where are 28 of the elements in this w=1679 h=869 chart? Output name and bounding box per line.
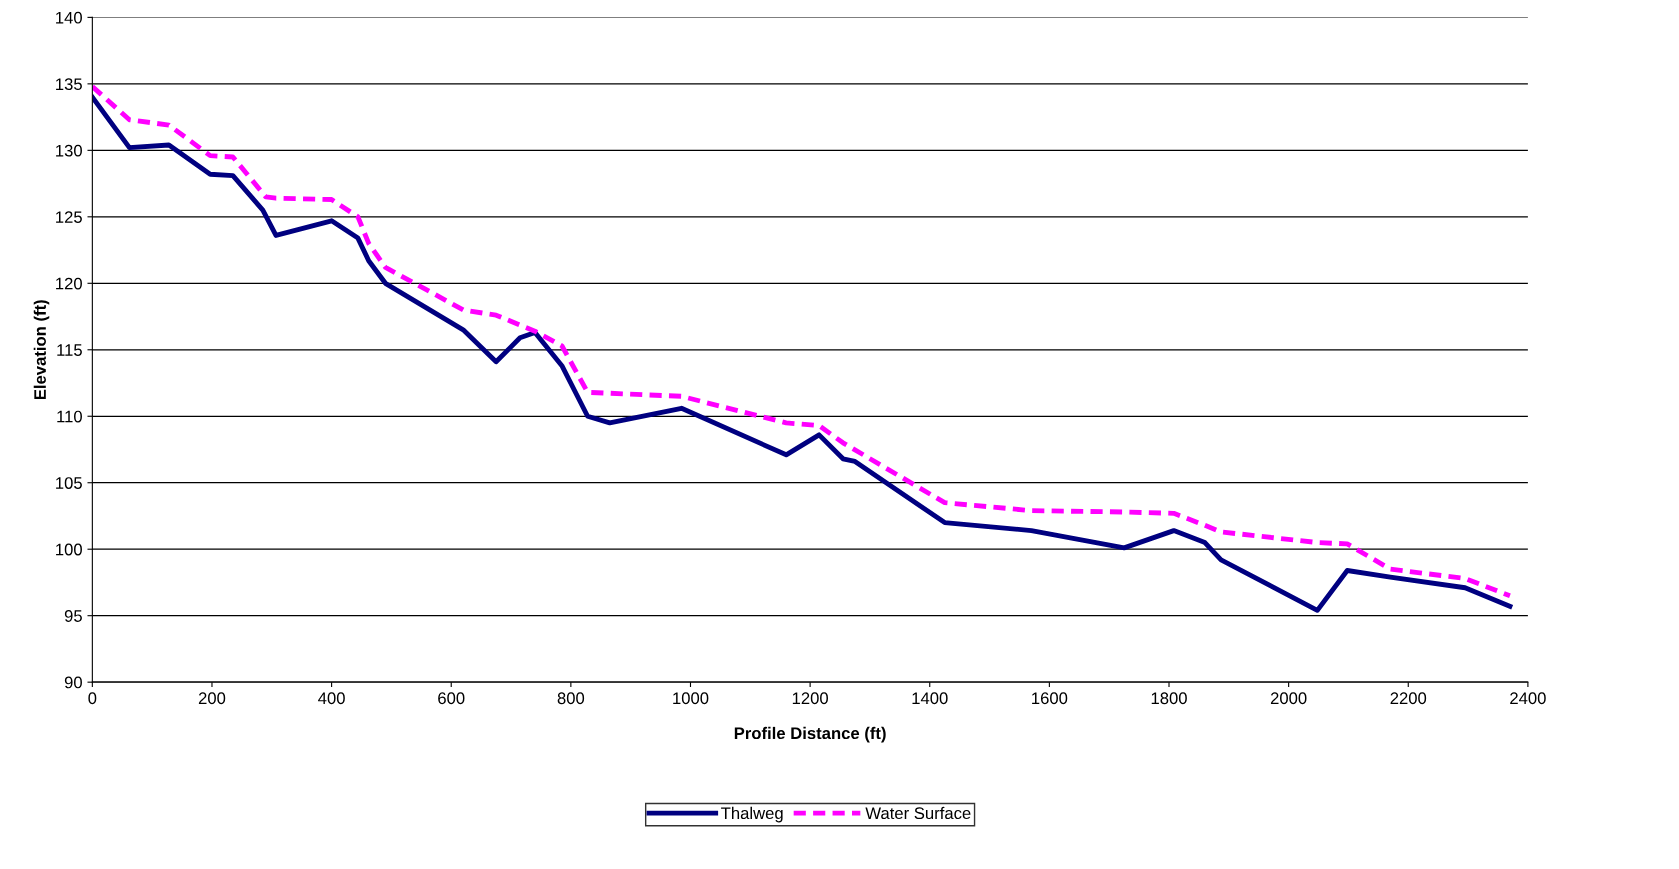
y-tick-label: 95 [64, 610, 82, 622]
legend-label: Thalweg [721, 806, 783, 823]
y-tick-label: 135 [56, 78, 82, 91]
x-tick-label: 1000 [673, 692, 709, 705]
x-tick-label: 1400 [912, 692, 948, 705]
x-tick-label: 600 [438, 692, 465, 705]
x-tick-label: 2200 [1390, 692, 1427, 705]
x-tick-label: 400 [318, 692, 345, 705]
x-tick-label: 2000 [1270, 692, 1307, 705]
y-tick-label: 115 [57, 344, 82, 356]
y-tick-label: 100 [56, 543, 82, 556]
x-axis-title: Profile Distance (ft) [734, 726, 886, 743]
x-tick-label: 1200 [792, 692, 829, 705]
y-tick-label: 105 [56, 477, 82, 489]
x-tick-label: 1800 [1151, 692, 1187, 705]
legend-label: Water Surface [865, 806, 971, 820]
x-tick-label: 200 [198, 692, 226, 705]
y-tick-label: 140 [56, 11, 82, 24]
y-axis-title: Elevation (ft) [33, 300, 50, 400]
x-tick-label: 1600 [1032, 692, 1068, 705]
x-tick-label: 800 [557, 692, 585, 705]
y-tick-label: 130 [56, 144, 82, 157]
y-tick-label: 125 [56, 211, 82, 224]
y-tick-label: 110 [57, 410, 82, 423]
y-tick-label: 90 [64, 676, 82, 689]
x-tick-label: 0 [88, 692, 97, 705]
y-tick-label: 120 [56, 277, 82, 290]
x-tick-label: 2400 [1510, 692, 1546, 705]
